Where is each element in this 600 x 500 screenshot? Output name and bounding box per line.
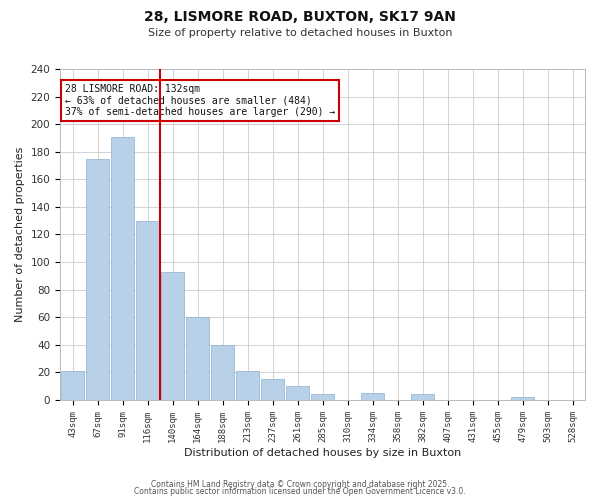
Bar bbox=[511, 397, 534, 400]
Text: Contains public sector information licensed under the Open Government Licence v3: Contains public sector information licen… bbox=[134, 487, 466, 496]
Text: 28 LISMORE ROAD: 132sqm
← 63% of detached houses are smaller (484)
37% of semi-d: 28 LISMORE ROAD: 132sqm ← 63% of detache… bbox=[65, 84, 335, 117]
Bar bbox=[311, 394, 334, 400]
Bar bbox=[136, 220, 159, 400]
X-axis label: Distribution of detached houses by size in Buxton: Distribution of detached houses by size … bbox=[184, 448, 461, 458]
Y-axis label: Number of detached properties: Number of detached properties bbox=[15, 147, 25, 322]
Text: 28, LISMORE ROAD, BUXTON, SK17 9AN: 28, LISMORE ROAD, BUXTON, SK17 9AN bbox=[144, 10, 456, 24]
Bar bbox=[161, 272, 184, 400]
Text: Size of property relative to detached houses in Buxton: Size of property relative to detached ho… bbox=[148, 28, 452, 38]
Bar bbox=[211, 345, 234, 400]
Bar bbox=[286, 386, 309, 400]
Bar bbox=[361, 393, 384, 400]
Text: Contains HM Land Registry data © Crown copyright and database right 2025.: Contains HM Land Registry data © Crown c… bbox=[151, 480, 449, 489]
Bar bbox=[186, 317, 209, 400]
Bar bbox=[411, 394, 434, 400]
Bar bbox=[111, 136, 134, 400]
Bar bbox=[261, 380, 284, 400]
Bar bbox=[61, 371, 84, 400]
Bar bbox=[236, 371, 259, 400]
Bar bbox=[86, 158, 109, 400]
